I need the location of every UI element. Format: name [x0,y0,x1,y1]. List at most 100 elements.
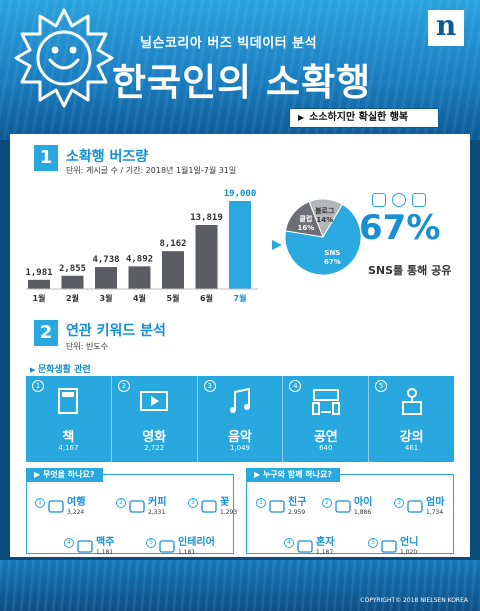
pie-slice-label: 클럽 [299,214,312,223]
bar-3 [95,267,117,289]
x-tick-label: 5월 [167,293,180,303]
what-item-2: 2 커피 2,331 [116,498,166,516]
bar-6 [195,224,218,289]
keyword-value: 1,187 [316,549,334,556]
who-item-3: 3 엄마 1,734 [394,498,444,516]
bar-value-label: 4,892 [126,254,153,264]
rank-number: 4 [284,538,294,548]
pointer-arrow-icon [272,240,282,250]
keyword-value: 1,020 [400,549,418,556]
rank-number: 5 [375,380,388,392]
beer-icon [77,540,93,553]
keyword-value: 1,181 [178,549,196,556]
bar-2 [61,275,84,289]
rank-number: 3 [203,380,216,392]
section-2-title: 연관 키워드 분석 [66,323,166,339]
keyword-value: 1,293 [220,509,238,516]
tagline-box: ▶ 소소하지만 확실한 행복 [289,108,439,128]
who-item-4: 4 혼자 1,187 [284,538,334,556]
section-1-unit: 단위: 게시글 수 / 기간: 2018년 1월1일-7월 31일 [66,166,237,175]
sister-icon [381,540,397,553]
interior-icon [159,540,175,553]
keyword-value: 2,331 [148,509,166,516]
culture-item-2: 2 영화 2,722 [112,376,198,462]
book-icon [58,388,79,414]
who-item-1: 1 친구 2,959 [256,498,306,516]
keyword-label: 인테리어 [178,537,215,548]
rank-number: 1 [35,498,45,508]
rank-number: 5 [368,538,378,548]
music-note-icon [229,387,250,413]
culture-item-4: 4 공연 640 [283,376,370,462]
x-tick-label: 2월 [66,293,79,303]
rank-number: 4 [64,538,74,548]
pie-slice-label: 블로그 [315,206,335,215]
bar-value-label: 2,855 [59,264,86,274]
culture-label-text: 음악 [228,430,252,445]
suitcase-icon [48,500,64,513]
who-box: ▶ 누구와 함께 하나요? [246,468,454,554]
buzz-bar-chart: 1,981 1월 2,855 2월 4,738 3월 4,892 4월 8,162 5월 13,81… [25,189,258,303]
culture-value: 640 [319,444,333,452]
play-arrow-icon: ▶ [298,113,305,122]
section-1-title: 소확행 버즈량 [66,149,149,165]
x-tick-label: 1월 [33,293,46,303]
culture-label-text: 책 [62,430,75,445]
keyword-value: 1,886 [354,509,372,516]
nielsen-logo: n [428,10,464,46]
rank-number: 1 [32,380,44,392]
culture-value: 1,049 [229,444,251,452]
social-icons [372,193,426,207]
keyword-value: 2,959 [288,509,306,516]
mother-icon [407,500,423,513]
rank-number: 3 [188,498,198,508]
keyword-label: 언니 [400,537,419,548]
instagram-icon [372,193,386,207]
alone-icon [297,540,313,553]
culture-value: 4,167 [58,444,79,452]
bar-4 [128,266,151,289]
stage-icon [311,389,340,415]
bar-1 [28,279,50,289]
who-box-header: ▶ 누구와 함께 하나요? [246,468,341,482]
section-1-number: 1 [34,145,58,171]
page-title: 한국인의 소확행 [112,61,372,104]
who-item-5: 5 언니 1,020 [368,538,418,556]
footer-banner [0,560,480,611]
bar-7 [229,201,251,289]
rank-number: 1 [256,498,266,508]
culture-item-3: 3 음악 1,049 [198,376,284,462]
coffee-icon [129,500,145,513]
who-item-2: 2 아이 1,886 [322,498,372,516]
pie-slice-percent: 14% [316,216,333,224]
culture-band: 1 책 4,167 2 영화 2,722 3 음악 1,049 4 공연 640 5 강… [26,376,454,462]
culture-value: 461 [404,444,419,452]
pie-slice [308,198,344,239]
rank-number: 2 [116,498,126,508]
keyword-label: 혼자 [316,537,335,548]
what-item-1: 1 여행 3,224 [35,498,85,516]
keyword-label: 커피 [148,497,167,508]
section-2-number: 2 [34,320,58,346]
bar-value-label: 13,819 [190,213,223,223]
culture-item-1: 1 책 4,167 [26,376,112,462]
bar-value-label: 8,162 [159,239,186,249]
keyword-label: 여행 [67,497,86,508]
pie-slice-percent: 67% [324,258,341,266]
culture-label: ▶ 문화생활 관련 [30,365,91,375]
keyword-label: 엄마 [426,497,445,508]
twitter-icon [392,193,406,207]
what-box-header: ▶ 무엇을 하나요? [26,468,103,482]
header-subtitle: 닐슨코리아 버즈 빅데이터 분석 [140,36,318,51]
bar-5 [162,251,184,289]
thumbs-up-icon [412,193,426,207]
what-item-3: 3 꽃 1,293 [188,498,237,516]
film-icon [140,391,169,411]
pie-slice-percent: 16% [297,224,314,232]
copyright: COPYRIGHT© 2018 NIELSEN KOREA [360,597,468,604]
x-tick-label: 7월 [234,293,247,303]
keyword-label: 맥주 [96,537,115,548]
rank-number: 2 [322,498,332,508]
section-2-unit: 단위: 빈도수 [66,342,109,351]
